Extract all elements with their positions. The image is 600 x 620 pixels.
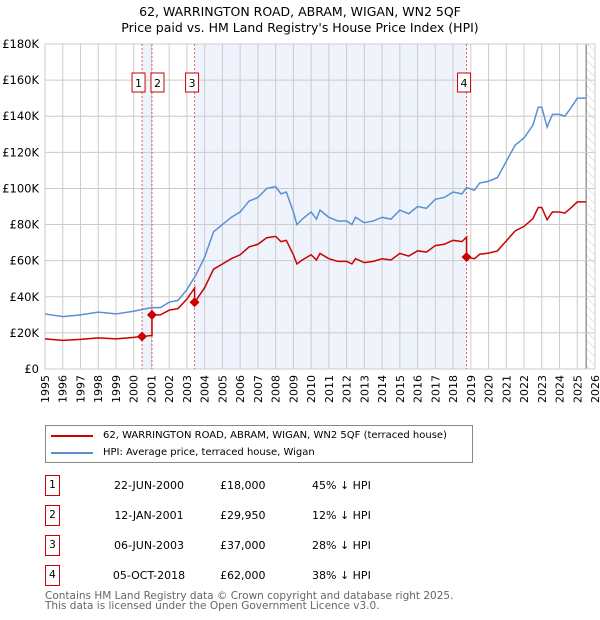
sale-date: 12-JAN-2001: [114, 509, 184, 522]
x-tick-label: 1997: [74, 375, 87, 403]
sale-price: £18,000: [220, 479, 266, 492]
sale-label-box: [185, 72, 200, 93]
x-tick-label: 2017: [429, 375, 442, 403]
sale-date: 05-OCT-2018: [112, 569, 186, 582]
sale-number-badge: 4: [45, 565, 60, 586]
y-tick-label: £0: [24, 362, 39, 376]
footer-line-2: This data is licensed under the Open Gov…: [45, 600, 380, 612]
sale-price: £37,000: [220, 539, 266, 552]
x-tick-label: 1996: [57, 375, 70, 403]
x-tick-label: 1995: [39, 375, 52, 403]
footer-line-1: Contains HM Land Registry data © Crown c…: [45, 590, 454, 602]
y-tick-label: £60K: [10, 254, 40, 268]
x-tick-label: 2023: [536, 375, 549, 403]
y-tick-label: £120K: [2, 145, 39, 159]
x-tick-label: 2021: [500, 375, 513, 403]
sale-number-badge: 2: [45, 505, 60, 526]
y-tick-label: £100K: [2, 181, 39, 195]
plot-frame: [44, 43, 596, 370]
sale-label-box: [150, 72, 165, 93]
sale-price: £29,950: [220, 509, 266, 522]
shaded-period: [142, 44, 152, 369]
x-tick-label: 2006: [234, 375, 247, 403]
x-tick-label: 2026: [589, 375, 600, 403]
x-tick-label: 2011: [323, 375, 336, 403]
sale-point: [146, 309, 157, 320]
y-tick-label: £80K: [10, 218, 40, 232]
x-tick-label: 2024: [554, 375, 567, 403]
legend-property-label: 62, WARRINGTON ROAD, ABRAM, WIGAN, WN2 5…: [103, 430, 447, 441]
footer: Contains HM Land Registry data © Crown c…: [45, 590, 454, 612]
sale-number-badge: 3: [45, 535, 60, 556]
hpi-line: [44, 97, 587, 318]
shaded-period: [194, 44, 467, 369]
x-tick-label: 2012: [341, 375, 354, 403]
x-tick-label: 2000: [128, 375, 141, 403]
sale-hpi-diff: 12% ↓ HPI: [312, 509, 371, 522]
sale-label-box: [457, 72, 472, 93]
x-tick-label: 2010: [305, 375, 318, 403]
price-chart: 1995 1996 1997 1998 1999 2000 2001 2002 2003 2004…: [2, 37, 600, 403]
sale-point: [137, 331, 148, 342]
property-line: [44, 201, 587, 342]
y-tick-label: £160K: [2, 73, 39, 87]
x-tick-label: 2007: [252, 375, 265, 403]
x-tick-label: 2020: [483, 375, 496, 403]
sale-number-badge: 1: [45, 475, 60, 496]
sale-label: 1: [135, 77, 142, 90]
chart-title: 62, WARRINGTON ROAD, ABRAM, WIGAN, WN2 5…: [139, 4, 461, 19]
x-tick-label: 2016: [412, 375, 425, 403]
x-tick-label: 2019: [465, 375, 478, 403]
sale-point: [461, 252, 472, 263]
legend-property-swatch: [51, 434, 93, 437]
x-tick-label: 1999: [110, 375, 123, 403]
x-tick-label: 2014: [376, 375, 389, 403]
y-tick-label: £140K: [2, 109, 39, 123]
forecast-hatch: [586, 44, 595, 369]
x-tick-label: 2013: [358, 375, 371, 403]
sale-date: 06-JUN-2003: [113, 539, 185, 552]
sale-price: £62,000: [220, 569, 266, 582]
sale-label: 2: [154, 77, 161, 90]
y-tick-label: £20K: [10, 326, 40, 340]
x-tick-label: 2001: [145, 375, 158, 403]
x-tick-label: 1998: [92, 375, 105, 403]
sale-point: [189, 297, 200, 308]
sale-label: 3: [189, 77, 196, 90]
x-tick-label: 2018: [447, 375, 460, 403]
y-tick-label: £40K: [10, 290, 40, 304]
chart-subtitle: Price paid vs. HM Land Registry's House …: [121, 20, 479, 35]
x-tick-label: 2003: [181, 375, 194, 403]
sale-date: 22-JUN-2000: [113, 479, 185, 492]
x-tick-label: 2008: [270, 375, 283, 403]
x-tick-label: 2002: [163, 375, 176, 403]
sale-label: 4: [461, 77, 468, 90]
x-tick-label: 2005: [216, 375, 229, 403]
sale-label-box: [131, 72, 146, 93]
x-tick-label: 2025: [571, 375, 584, 403]
y-tick-label: £180K: [2, 37, 39, 51]
x-tick-label: 2004: [199, 375, 212, 403]
sale-hpi-diff: 45% ↓ HPI: [312, 479, 371, 492]
sale-hpi-diff: 28% ↓ HPI: [312, 539, 371, 552]
legend: 62, WARRINGTON ROAD, ABRAM, WIGAN, WN2 5…: [45, 425, 473, 463]
x-tick-label: 2009: [287, 375, 300, 403]
legend-hpi-label: HPI: Average price, terraced house, Wiga…: [103, 447, 315, 458]
x-tick-label: 2015: [394, 375, 407, 403]
x-tick-label: 2022: [518, 375, 531, 403]
sale-hpi-diff: 38% ↓ HPI: [312, 569, 371, 582]
legend-hpi-swatch: [51, 451, 93, 454]
